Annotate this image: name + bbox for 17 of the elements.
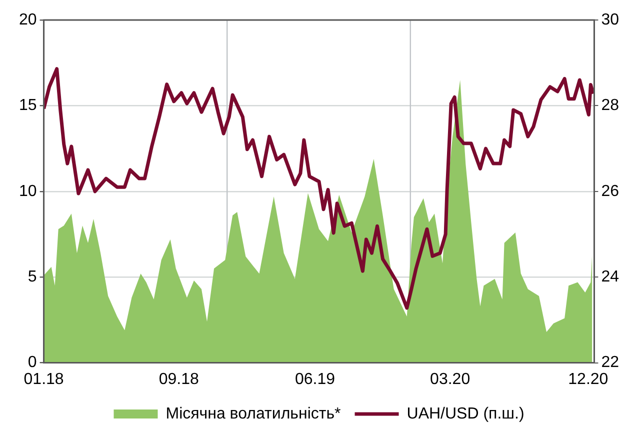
x-tick-label: 03.20 [430, 370, 470, 388]
y2-tick-label: 24 [601, 268, 620, 286]
y-tick-label: 15 [19, 97, 37, 114]
y2-tick-label: 26 [601, 182, 620, 200]
x-tick-label: 01.18 [24, 370, 64, 388]
y-tick-label: 10 [19, 182, 37, 200]
x-tick-label: 06.19 [294, 370, 336, 388]
y2-tick-label: 22 [601, 354, 620, 372]
x-tick-label: 09.18 [158, 370, 200, 388]
legend-label: UAH/USD (п.ш.) [406, 405, 524, 422]
y-tick-label: 20 [19, 11, 37, 28]
legend-label: Місячна волатильність* [166, 405, 341, 422]
y-tick-label: 0 [28, 354, 37, 372]
x-tick-label: 12.20 [568, 370, 608, 388]
y2-tick-label: 30 [601, 11, 620, 28]
y-tick-label: 5 [28, 268, 37, 286]
y2-tick-label: 28 [601, 97, 620, 114]
